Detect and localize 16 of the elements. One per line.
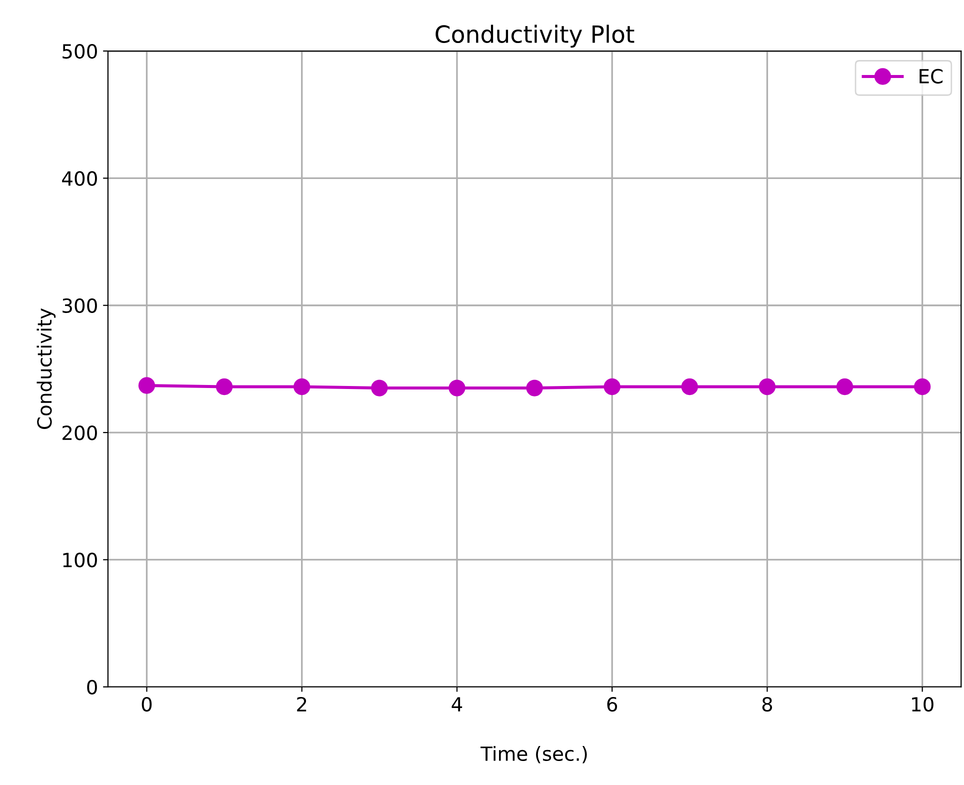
x-tick-label: 4 — [452, 697, 462, 712]
x-tick-label: 6 — [607, 696, 618, 712]
y-tick-label: 200 — [62, 425, 97, 440]
x-tick-label: 0 — [142, 696, 152, 712]
chart-title: Conductivity Plot — [436, 24, 634, 48]
y-tick-label: 400 — [62, 171, 97, 186]
y-tick-label: 0 — [87, 680, 97, 695]
y-tick-label: 100 — [63, 552, 97, 568]
y-axis-title: Conductivity — [36, 308, 56, 429]
legend-label: EC — [920, 68, 943, 84]
x-tick-label: 10 — [912, 696, 934, 712]
y-tick-label: 300 — [62, 298, 97, 314]
x-tick-label: 8 — [762, 696, 772, 712]
y-tick-label: 500 — [62, 44, 97, 59]
x-axis-title: Time (sec.) — [480, 746, 587, 764]
x-tick-label: 2 — [297, 696, 306, 712]
